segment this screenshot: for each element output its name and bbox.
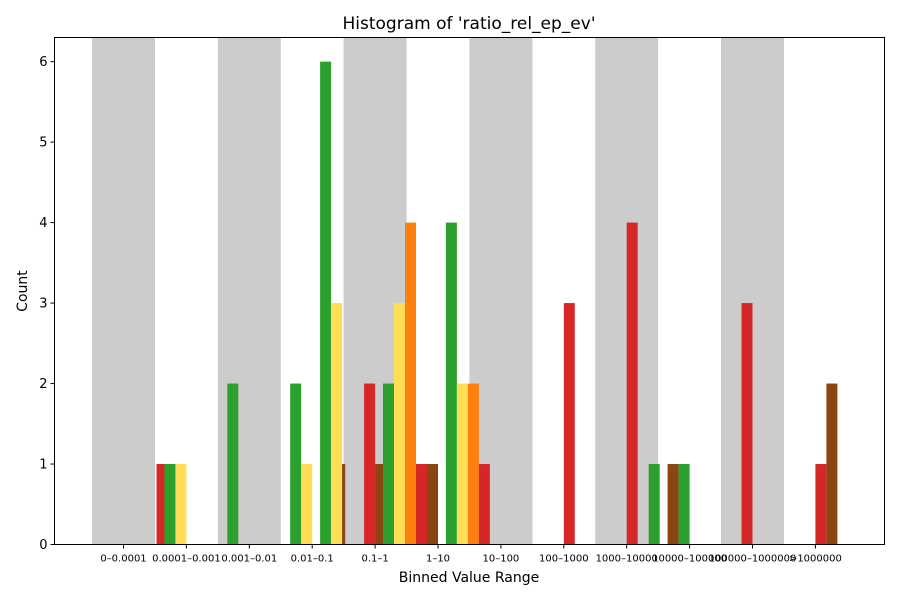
bar-6-17 [445, 222, 457, 545]
chart-title: Histogram of 'ratio_rel_ep_ev' [343, 14, 596, 34]
x-tick-label: >1000000 [789, 554, 842, 565]
bar-8-23 [648, 464, 660, 545]
plot-frame [54, 37, 885, 545]
bar-1-2 [164, 464, 176, 545]
x-tick-label: 0.0001–0.001 [152, 554, 221, 565]
shaded-band-2 [217, 37, 281, 545]
bar-1-3 [175, 464, 187, 545]
bar-4-8 [320, 61, 332, 545]
bar-4-10 [364, 383, 376, 545]
x-tick-label: 100000–1000000 [709, 554, 797, 565]
shaded-band-6 [469, 37, 533, 545]
bars-group [156, 61, 838, 545]
bar-5-14 [405, 222, 416, 545]
x-tick-label: 1000–10000 [596, 554, 658, 565]
x-tick-label: 0.01–0.1 [291, 554, 334, 565]
bar-6-20 [478, 464, 490, 545]
y-axis-ticks: 0 1 2 3 4 5 6 [39, 55, 55, 553]
bar-5-15 [416, 464, 427, 545]
bar-3-6 [301, 464, 313, 545]
bar-4-11 [375, 464, 387, 545]
bar-0-0 [156, 464, 168, 545]
bar-2-4 [227, 383, 239, 545]
y-tick-label: 2 [39, 377, 47, 392]
y-axis-label: Count [15, 270, 31, 312]
x-tick-label: 1–10 [426, 554, 450, 565]
y-tick-label: 3 [39, 297, 47, 312]
bar-9-25 [678, 464, 690, 545]
bar-11-27 [815, 464, 827, 545]
bar-4-9 [331, 303, 343, 545]
x-tick-label: 100–1000 [539, 554, 589, 565]
y-tick-label: 5 [39, 136, 47, 151]
bar-5-13 [394, 303, 405, 545]
x-tick-label: 10000–100000 [652, 554, 727, 565]
bar-6-18 [456, 383, 468, 545]
x-axis-ticks: 0–0.0001 0.0001–0.001 0.001–0.01 0.01–0.1 0.… [100, 544, 842, 565]
bar-6-19 [467, 383, 479, 545]
y-tick-label: 4 [39, 216, 47, 231]
x-tick-label: 0.1–1 [361, 554, 388, 565]
bar-9-24 [667, 464, 679, 545]
bar-11-28 [826, 383, 838, 545]
y-tick-label: 6 [39, 55, 47, 70]
bar-5-16 [427, 464, 438, 545]
x-axis-label: Binned Value Range [399, 570, 539, 586]
bar-3-5 [290, 383, 302, 545]
x-tick-label: 10–100 [482, 554, 519, 565]
shaded-band-0 [92, 37, 155, 545]
x-tick-label: 0.001–0.01 [221, 554, 277, 565]
bar-5-12 [383, 383, 394, 545]
bar-10-26 [741, 303, 753, 545]
y-tick-label: 0 [39, 538, 47, 553]
bar-8-22 [626, 222, 638, 545]
y-tick-label: 1 [39, 458, 47, 473]
x-tick-label: 0–0.0001 [100, 554, 146, 565]
bar-7-21 [563, 303, 575, 545]
